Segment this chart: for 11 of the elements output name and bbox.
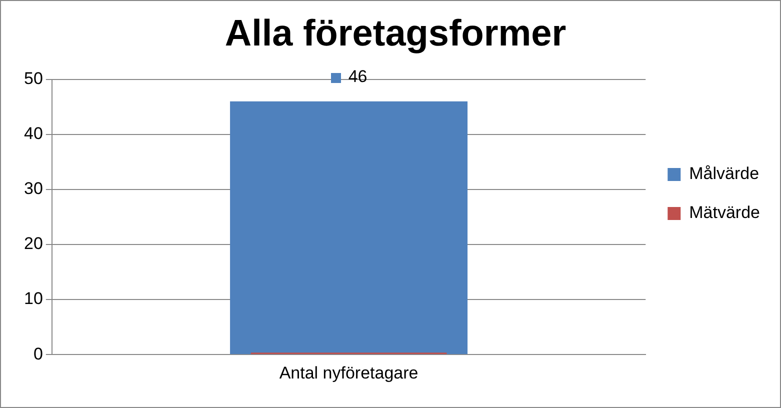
x-tick-label: Antal nyföretagare bbox=[279, 363, 418, 382]
y-tick-label: 40 bbox=[24, 124, 43, 144]
y-tick-label: 30 bbox=[24, 179, 43, 198]
y-tick-label: 50 bbox=[24, 69, 43, 88]
y-tick-label: 10 bbox=[24, 289, 43, 308]
data-label: 46 bbox=[348, 67, 368, 86]
chart-title: Alla företagsformer bbox=[224, 12, 566, 54]
y-tick-label: 0 bbox=[33, 344, 43, 364]
legend-label: Målvärde bbox=[689, 164, 760, 184]
y-tick-label: 20 bbox=[24, 234, 43, 254]
legend-label: Mätvärde bbox=[689, 203, 760, 222]
